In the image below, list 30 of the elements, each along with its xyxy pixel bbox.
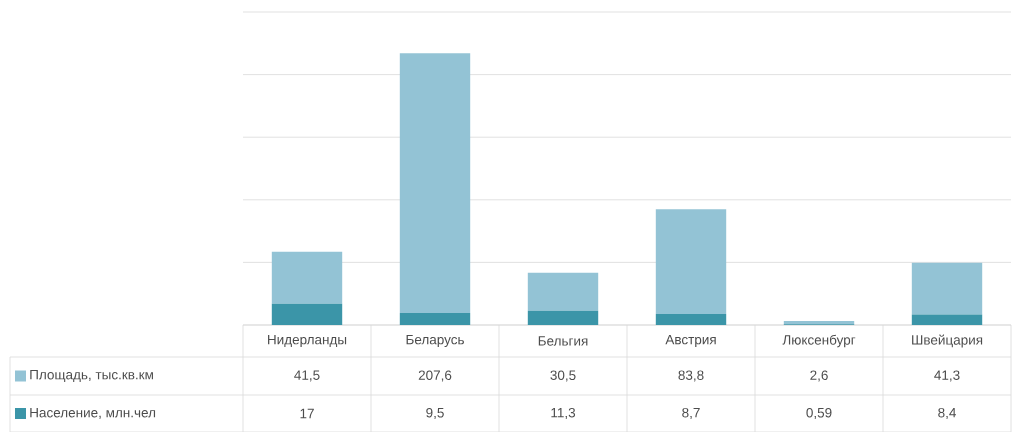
data-label: 41,3 xyxy=(934,370,960,382)
data-label: 9,5 xyxy=(426,407,444,420)
legend-label: Площадь, тыс.кв.км xyxy=(30,370,153,382)
data-label: 207,6 xyxy=(418,370,452,382)
x-tick-label: Швейцария xyxy=(912,334,983,348)
bar xyxy=(911,314,983,325)
data-label: 8,4 xyxy=(938,407,956,420)
x-tick-label: Нидерланды xyxy=(268,334,347,348)
data-label: 41,5 xyxy=(294,370,320,382)
data-label: 11,3 xyxy=(551,407,576,420)
bar xyxy=(655,209,727,315)
data-label: 0,59 xyxy=(806,407,832,420)
data-label: 8,7 xyxy=(682,407,700,420)
bar xyxy=(271,303,343,325)
bar xyxy=(655,314,727,325)
x-tick-label: Люксенбург xyxy=(782,334,856,348)
bar xyxy=(399,313,471,325)
bar xyxy=(399,53,471,314)
bar xyxy=(527,272,599,311)
x-tick-label: Австрия xyxy=(665,334,716,348)
x-tick-label: Беларусь xyxy=(406,334,464,348)
bar xyxy=(271,251,343,304)
bar xyxy=(911,262,983,315)
data-label: 17 xyxy=(300,408,314,419)
bar xyxy=(527,310,599,325)
data-label: 30,5 xyxy=(550,370,576,382)
x-tick-label: Бельгия xyxy=(538,336,588,346)
data-label: 2,6 xyxy=(810,370,828,382)
data-label: 83,8 xyxy=(678,370,704,382)
legend-label: Население, млн.чел xyxy=(30,408,156,420)
